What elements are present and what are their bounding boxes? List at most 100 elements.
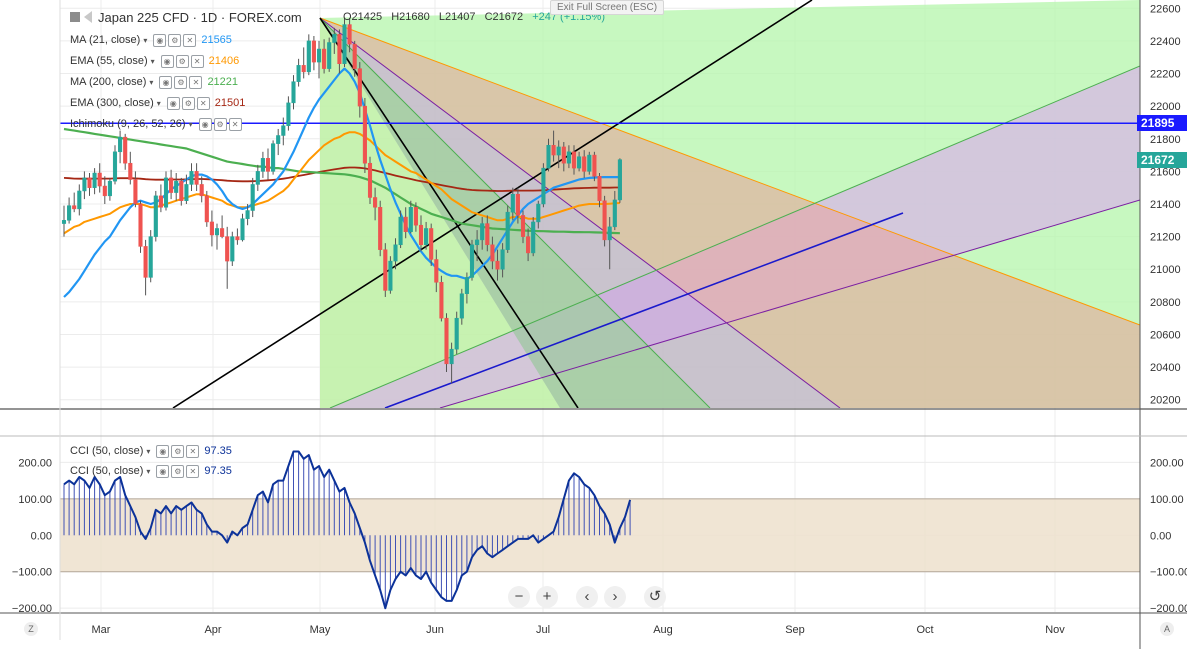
candle-body [531, 221, 536, 254]
candle-body [582, 156, 587, 172]
close-icon[interactable]: ✕ [186, 444, 200, 458]
close-icon[interactable]: ✕ [189, 75, 203, 89]
candle-body [551, 145, 556, 156]
chevron-down-icon[interactable]: ▾ [150, 56, 155, 66]
legend-label[interactable]: Ichimoku (9, 26, 52, 26) [70, 118, 186, 130]
timezone-z-button[interactable]: Z [24, 622, 38, 636]
chevron-down-icon[interactable]: ▾ [143, 35, 148, 45]
candle-body [128, 162, 133, 180]
candle-body [617, 159, 622, 201]
legend-row[interactable]: Ichimoku (9, 26, 52, 26) ▾ ◉ ⚙ ✕ [70, 116, 247, 132]
ohlc-close: C21672 [484, 11, 524, 23]
settings-icon[interactable]: ⚙ [174, 75, 188, 89]
plus-icon[interactable]: + [536, 586, 558, 608]
flag-icon[interactable] [84, 11, 92, 23]
time-tick-label: Jul [536, 624, 550, 636]
candle-body [281, 125, 286, 136]
close-icon[interactable]: ✕ [196, 96, 210, 110]
candle-body [383, 249, 388, 291]
collapse-square-icon[interactable] [70, 12, 80, 22]
candle-body [271, 143, 276, 172]
candle-body [260, 158, 265, 172]
time-tick-label: May [310, 624, 331, 636]
legend-row[interactable]: EMA (300, close) ▾ ◉ ⚙ ✕ 21501 [70, 95, 245, 111]
candle-body [189, 171, 194, 185]
chevron-down-icon[interactable]: ▾ [156, 98, 161, 108]
legend-label[interactable]: MA (21, close) [70, 34, 141, 46]
chevron-down-icon[interactable]: ▾ [146, 446, 151, 456]
candle-body [194, 171, 199, 185]
close-icon[interactable]: ✕ [183, 33, 197, 47]
legend-buttons: ◉ ⚙ ✕ [198, 117, 242, 131]
candle-body [174, 180, 179, 193]
trendline-black-rising [172, 0, 813, 408]
chevron-down-icon[interactable]: ▾ [188, 119, 193, 129]
candle-body [204, 195, 209, 223]
chevron-down-icon[interactable]: ▾ [149, 77, 154, 87]
candle-body [592, 154, 597, 177]
eye-icon[interactable]: ◉ [166, 96, 180, 110]
chart-navigation-controls: − + ‹ › ↺ [508, 586, 666, 608]
settings-icon[interactable]: ⚙ [168, 33, 182, 47]
minus-icon[interactable]: − [508, 586, 530, 608]
eye-icon[interactable]: ◉ [153, 33, 167, 47]
trendline-blue [384, 212, 904, 408]
legend-value: 21221 [207, 76, 239, 88]
settings-icon[interactable]: ⚙ [181, 96, 195, 110]
price-tick-label: 22000 [1150, 101, 1181, 113]
legend-label[interactable]: CCI (50, close) [70, 445, 144, 457]
price-tick-label: 22400 [1150, 36, 1181, 48]
legend-row[interactable]: MA (200, close) ▾ ◉ ⚙ ✕ 21221 [70, 74, 238, 90]
candle-body [107, 180, 112, 197]
legend-label[interactable]: CCI (50, close) [70, 465, 144, 477]
exit-fullscreen-button[interactable]: Exit Full Screen (ESC) [550, 0, 665, 15]
eye-icon[interactable]: ◉ [160, 54, 174, 68]
close-icon[interactable]: ✕ [228, 117, 242, 131]
reset-icon[interactable]: ↺ [644, 586, 666, 608]
candle-body [378, 207, 383, 250]
close-icon[interactable]: ✕ [190, 54, 204, 68]
time-tick-label: Oct [916, 624, 933, 636]
eye-icon[interactable]: ◉ [156, 464, 170, 478]
legend-buttons: ◉ ⚙ ✕ [153, 33, 197, 47]
data-source: FOREX.com [228, 9, 302, 25]
eye-icon[interactable]: ◉ [156, 444, 170, 458]
legend-label[interactable]: EMA (55, close) [70, 55, 148, 67]
legend-row[interactable]: EMA (55, close) ▾ ◉ ⚙ ✕ 21406 [70, 53, 239, 69]
settings-icon[interactable]: ⚙ [213, 117, 227, 131]
chevron-right-icon[interactable]: › [604, 586, 626, 608]
candle-body [459, 293, 464, 319]
cci-tick-label-left: −100.00 [12, 567, 52, 579]
candle-body [82, 177, 87, 192]
candle-body [337, 34, 342, 64]
legend-row[interactable]: MA (21, close) ▾ ◉ ⚙ ✕ 21565 [70, 32, 232, 48]
legend-row[interactable]: CCI (50, close) ▾ ◉ ⚙ ✕ 97.35 [70, 443, 232, 459]
settings-icon[interactable]: ⚙ [171, 444, 185, 458]
price-tick-label: 22600 [1150, 3, 1181, 15]
candle-body [87, 177, 92, 188]
settings-icon[interactable]: ⚙ [171, 464, 185, 478]
candle-body [357, 68, 362, 107]
legend-row[interactable]: CCI (50, close) ▾ ◉ ⚙ ✕ 97.35 [70, 463, 232, 479]
settings-icon[interactable]: ⚙ [175, 54, 189, 68]
candle-body [520, 215, 526, 237]
fan-line-orange [319, 17, 1140, 326]
candle-body [286, 102, 291, 126]
legend-label[interactable]: MA (200, close) [70, 76, 147, 88]
auto-scale-button[interactable]: A [1160, 622, 1174, 636]
candle-body [577, 156, 582, 169]
interval[interactable]: 1D [200, 9, 218, 25]
chart-title: Japan 225 CFD · 1D · FOREX.com [70, 8, 302, 26]
legend-label[interactable]: EMA (300, close) [70, 97, 154, 109]
chevron-down-icon[interactable]: ▾ [146, 466, 151, 476]
candle-body [347, 24, 352, 45]
eye-icon[interactable]: ◉ [159, 75, 173, 89]
price-tick-label: 21600 [1150, 166, 1181, 178]
legend-buttons: ◉ ⚙ ✕ [160, 54, 204, 68]
eye-icon[interactable]: ◉ [198, 117, 212, 131]
close-icon[interactable]: ✕ [186, 464, 200, 478]
chevron-left-icon[interactable]: ‹ [576, 586, 598, 608]
candle-body [561, 146, 566, 164]
symbol-name[interactable]: Japan 225 CFD [98, 9, 190, 25]
